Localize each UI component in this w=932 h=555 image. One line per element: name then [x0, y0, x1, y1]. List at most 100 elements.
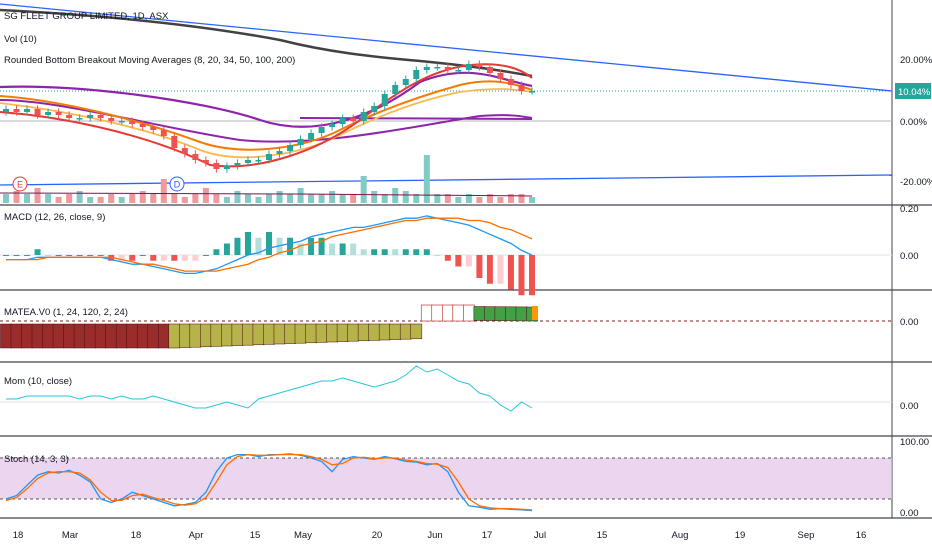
vol-indicator-label[interactable]: Vol (10): [4, 34, 37, 45]
matea-label[interactable]: MATEA.V0 (1, 24, 120, 2, 24): [4, 307, 128, 318]
macd-tick-top: 0.20: [900, 204, 919, 215]
candle: [476, 64, 483, 67]
time-axis-label: Apr: [189, 530, 204, 541]
dividend-marker[interactable]: [169, 176, 185, 192]
time-axis-label: 18: [13, 530, 24, 541]
candle: [97, 115, 104, 118]
macd-histogram-bar: [266, 232, 272, 255]
volume-bar: [297, 188, 304, 203]
time-axis-label: 19: [735, 530, 746, 541]
volume-bar: [76, 191, 83, 203]
volume-bar: [87, 197, 94, 203]
macd-histogram-bar: [434, 255, 441, 256]
time-axis-label: 20: [372, 530, 383, 541]
volume-bar: [108, 194, 115, 203]
matea-bar: [463, 304, 475, 322]
macd-histogram-bar: [529, 255, 535, 296]
macd-label[interactable]: MACD (12, 26, close, 9): [4, 212, 105, 223]
time-axis[interactable]: 18 Mar 18 Apr 15 May 20 Jun 17 Jul 15 Aug 19 Sep 16: [13, 530, 867, 541]
matea-bar: [378, 323, 391, 341]
earnings-marker[interactable]: [12, 176, 28, 192]
time-axis-label: May: [294, 530, 312, 541]
macd-tick-zero: 0.00: [900, 251, 919, 262]
matea-bar: [42, 323, 54, 349]
resistance-trendline: [0, 3, 893, 92]
mom-label[interactable]: Mom (10, close): [4, 376, 72, 387]
matea-bar: [115, 323, 128, 349]
matea-bar: [315, 323, 328, 343]
volume-bar: [129, 194, 136, 203]
candle: [529, 91, 535, 93]
candle: [360, 112, 367, 121]
volume-bar: [139, 191, 146, 203]
macd-histogram-bar: [308, 237, 315, 255]
candle: [129, 121, 136, 124]
volume-bar: [34, 188, 41, 203]
matea-bar: [326, 323, 338, 343]
candle: [87, 115, 94, 118]
candle: [24, 109, 31, 112]
current-price-badge-text: 10.04%: [898, 87, 931, 98]
candle: [350, 118, 357, 121]
matea-bar: [347, 323, 359, 342]
matea-bar: [357, 323, 370, 342]
stoch-label[interactable]: Stoch (14, 3, 3): [4, 454, 69, 465]
macd-histogram-bar: [181, 255, 188, 261]
candle: [181, 148, 188, 154]
matea-bar: [0, 323, 12, 349]
candle: [150, 127, 157, 130]
volume-bar: [181, 197, 188, 203]
macd-histogram-bar: [150, 255, 157, 261]
matea-bar: [410, 323, 423, 340]
candle: [507, 79, 514, 85]
stoch-band: [0, 458, 892, 499]
matea-last-bar: [532, 306, 538, 320]
volume-bar: [402, 191, 409, 203]
candle: [371, 106, 378, 112]
candle: [213, 163, 220, 169]
macd-histogram-bar: [244, 232, 251, 255]
time-axis-label: Sep: [798, 530, 815, 541]
macd-histogram-bar: [455, 255, 462, 267]
matea-bar: [157, 323, 170, 349]
candle: [455, 70, 462, 72]
matea-bar: [336, 323, 349, 342]
candle: [329, 124, 336, 127]
macd-histogram-bar: [202, 255, 209, 256]
macd-histogram-bar: [465, 255, 472, 267]
symbol-title[interactable]: SG FLEET GROUP LIMITED, 1D, ASX: [4, 11, 169, 22]
candle: [297, 139, 304, 145]
volume-bar: [234, 191, 241, 203]
macd-histogram-bar: [160, 255, 167, 261]
time-axis-label: 16: [856, 530, 867, 541]
macd-histogram-bar: [402, 249, 409, 255]
mom-tick-zero: 0.00: [900, 401, 919, 412]
candle: [276, 151, 283, 154]
candle: [55, 112, 62, 115]
volume-bar: [244, 194, 251, 203]
matea-bar: [52, 323, 65, 349]
volume-bar: [255, 197, 262, 203]
time-axis-label: 15: [597, 530, 608, 541]
volume-bar: [381, 194, 388, 203]
volume-bar: [192, 194, 199, 203]
volume-bar: [55, 197, 62, 203]
volume-bar: [465, 194, 472, 203]
time-axis-label: 18: [131, 530, 142, 541]
volume-bar: [266, 194, 272, 203]
ma-indicator-label[interactable]: Rounded Bottom Breakout Moving Averages …: [4, 55, 295, 66]
matea-bar: [389, 323, 402, 340]
matea-bar: [221, 323, 233, 347]
matea-bar: [10, 323, 23, 349]
ma-200-tail-line: [299, 117, 533, 120]
volume-bar: [423, 155, 430, 203]
macd-histogram-bar: [213, 249, 220, 255]
matea-bar: [252, 323, 265, 346]
candle: [444, 67, 451, 70]
matea-bar: [21, 323, 33, 349]
candle: [3, 109, 9, 112]
volume-bar: [350, 194, 357, 203]
volume-bar: [97, 197, 104, 203]
macd-histogram-bar: [371, 249, 378, 255]
